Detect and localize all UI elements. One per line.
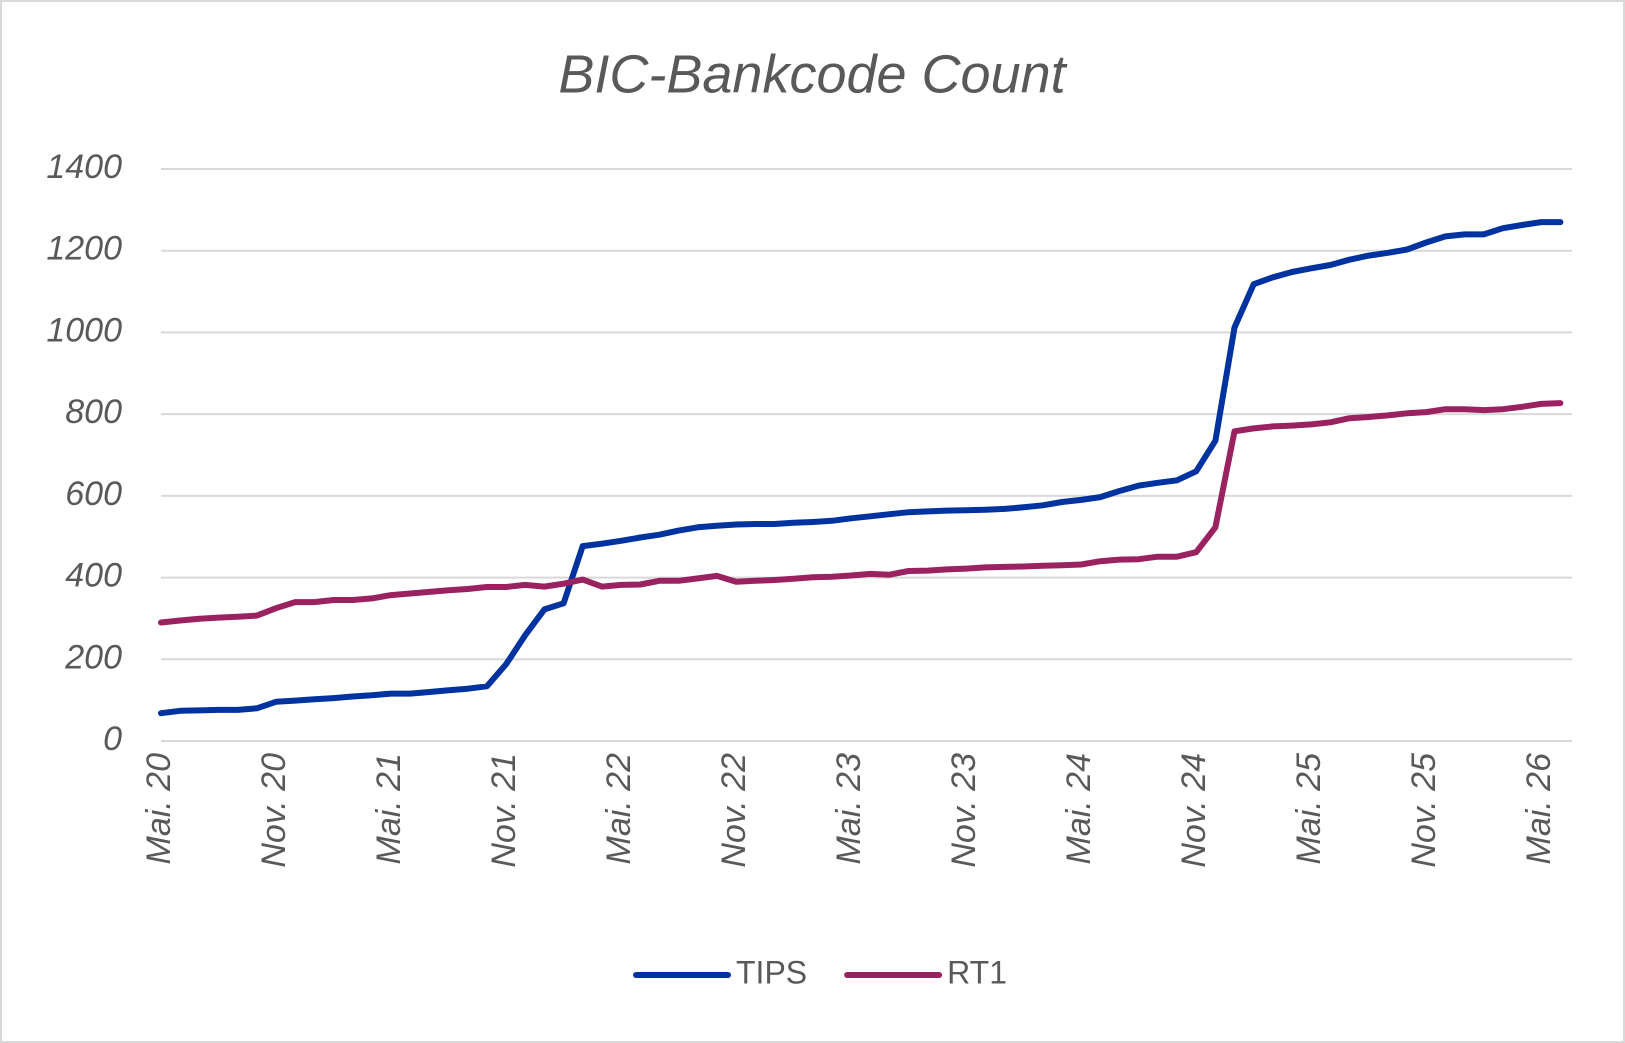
x-tick-label: Mai. 20 xyxy=(140,753,178,865)
y-tick-label: 400 xyxy=(65,557,122,595)
x-tick-label: Nov. 25 xyxy=(1405,753,1443,868)
x-tick-label: Nov. 21 xyxy=(485,753,523,868)
chart-title: BIC-Bankcode Count xyxy=(558,44,1067,104)
y-tick-label: 800 xyxy=(65,393,122,431)
x-tick-label: Mai. 21 xyxy=(370,753,408,865)
y-tick-label: 1000 xyxy=(46,311,122,349)
y-tick-label: 200 xyxy=(64,638,122,676)
line-series xyxy=(158,219,1564,717)
y-tick-label: 1200 xyxy=(46,230,122,268)
x-tick-label: Nov. 22 xyxy=(715,753,753,868)
x-tick-label: Nov. 20 xyxy=(255,753,293,868)
legend-label: RT1 xyxy=(947,954,1007,990)
x-tick-label: Mai. 24 xyxy=(1060,753,1098,865)
line-series xyxy=(158,400,1564,626)
x-tick-label: Mai. 26 xyxy=(1520,753,1558,865)
legend-label: TIPS xyxy=(736,954,807,990)
y-tick-label: 600 xyxy=(65,475,122,513)
x-tick-label: Mai. 22 xyxy=(600,753,638,865)
y-tick-label: 0 xyxy=(103,720,122,758)
x-tick-label: Nov. 23 xyxy=(945,753,983,868)
x-tick-label: Nov. 24 xyxy=(1175,753,1213,868)
x-tick-label: Mai. 25 xyxy=(1290,753,1328,865)
y-tick-label: 1400 xyxy=(46,148,122,186)
x-tick-label: Mai. 23 xyxy=(830,753,868,865)
